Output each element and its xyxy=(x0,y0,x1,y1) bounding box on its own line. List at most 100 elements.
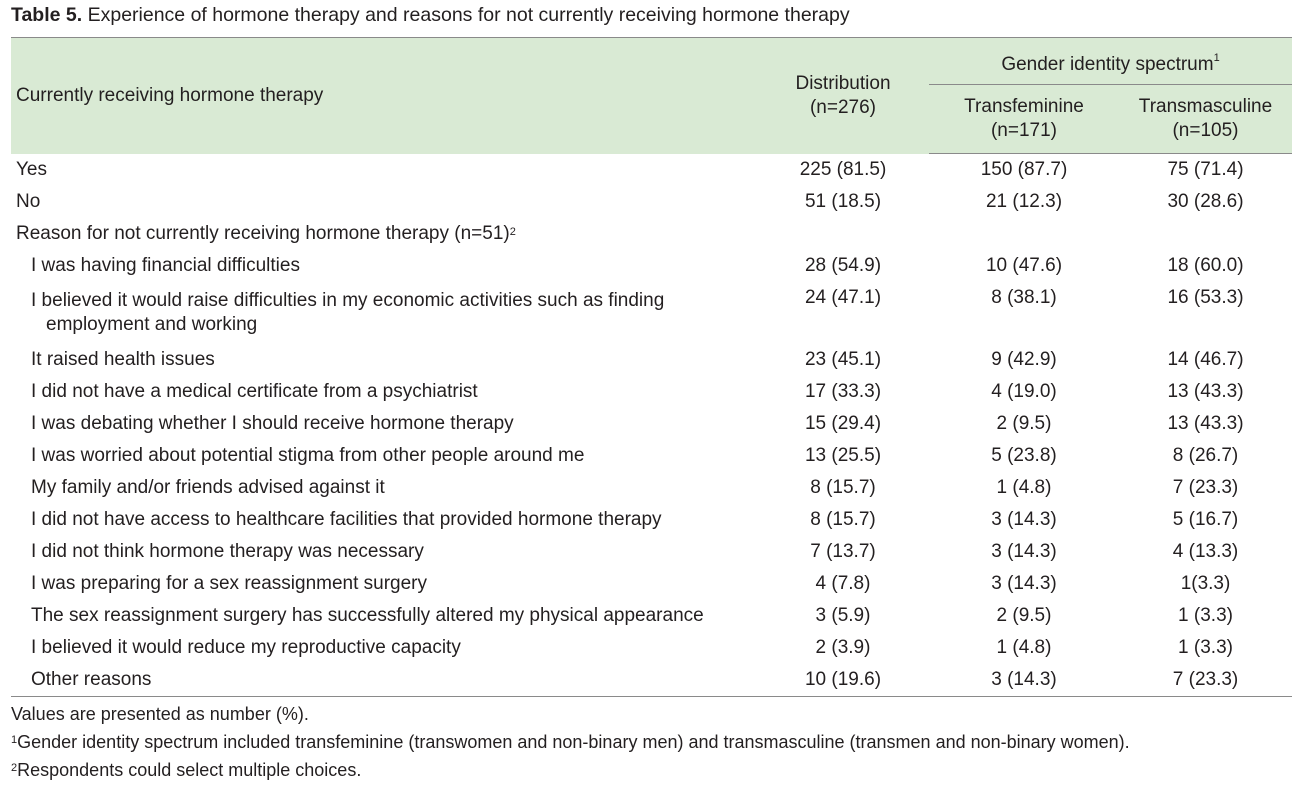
reason-label: I was preparing for a sex reassignment s… xyxy=(31,573,428,594)
cell-transfeminine: 3 (14.3) xyxy=(929,664,1119,697)
cell-transmasculine: 8 (26.7) xyxy=(1172,445,1239,466)
table-row: I was having financial difficulties 28 (… xyxy=(11,250,1292,282)
reason-label: I was worried about potential stigma fro… xyxy=(31,445,585,466)
cell-transfeminine: 3 (14.3) xyxy=(991,541,1057,562)
cell-distribution: 225 (81.5) xyxy=(799,158,887,180)
reason-label: I believed it would reduce my reproducti… xyxy=(31,637,461,658)
cell-transmasculine: 1 (3.3) xyxy=(1178,605,1233,626)
header-transfeminine: Transfeminine (n=171) xyxy=(929,84,1119,154)
cell-distribution: 17 (33.3) xyxy=(804,381,882,402)
section-row: Reason for not currently receiving hormo… xyxy=(11,218,1292,250)
table-row: My family and/or friends advised against… xyxy=(11,472,1292,504)
cell-distribution: 4 (7.8) xyxy=(815,573,871,594)
cell-distribution: 10 (19.6) xyxy=(757,664,929,697)
cell-transfeminine: 1 (4.8) xyxy=(996,637,1052,658)
table-row: I was preparing for a sex reassignment s… xyxy=(11,568,1292,600)
cell-transmasculine: 5 (16.7) xyxy=(1172,509,1239,530)
header-transmasculine-line2: (n=105) xyxy=(1172,120,1239,141)
table-title-label: Table 5. xyxy=(11,4,83,26)
cell-transfeminine: 3 (14.3) xyxy=(991,573,1057,594)
row-label: No xyxy=(16,191,41,212)
table-row: I was debating whether I should receive … xyxy=(11,408,1292,440)
header-distribution-line2: (n=276) xyxy=(809,96,877,118)
cell-transmasculine: 30 (28.6) xyxy=(1167,191,1244,212)
cell-transmasculine: 75 (71.4) xyxy=(1167,159,1244,180)
cell-transfeminine: 2 (9.5) xyxy=(996,605,1052,626)
reason-label: My family and/or friends advised against… xyxy=(31,477,385,498)
table-footnotes: Values are presented as number (%). 1Gen… xyxy=(11,700,1130,784)
footnote-2-mark: 2 xyxy=(11,762,18,774)
table-row: I did not think hormone therapy was nece… xyxy=(11,536,1292,568)
cell-distribution: 2 (3.9) xyxy=(815,637,871,658)
cell-transmasculine: 18 (60.0) xyxy=(1167,255,1244,276)
reason-label: The sex reassignment surgery has success… xyxy=(31,605,704,626)
cell-transfeminine: 5 (23.8) xyxy=(991,445,1057,466)
cell-transfeminine: 2 (9.5) xyxy=(996,413,1052,434)
cell-distribution: 13 (25.5) xyxy=(804,445,882,466)
note-values: Values are presented as number (%). xyxy=(11,704,309,724)
reason-label-line1: I believed it would raise difficulties i… xyxy=(31,290,665,311)
cell-transfeminine: 150 (87.7) xyxy=(980,159,1068,180)
cell-transfeminine: 4 (19.0) xyxy=(991,381,1057,402)
footnote-2-text: Respondents could select multiple choice… xyxy=(17,760,362,780)
row-label: Yes xyxy=(16,158,47,180)
footnote-1: 1Gender identity spectrum included trans… xyxy=(11,728,1130,756)
table-title-text: Experience of hormone therapy and reason… xyxy=(82,4,850,26)
table-row: Yes 225 (81.5) 150 (87.7) 75 (71.4) xyxy=(11,154,1292,187)
footnote-2: 2Respondents could select multiple choic… xyxy=(11,756,1130,784)
footnote-1-text: Gender identity spectrum included transf… xyxy=(17,732,1130,752)
header-distribution-line1: Distribution xyxy=(795,72,891,94)
table-row: I did not have access to healthcare faci… xyxy=(11,504,1292,536)
footnote-1-mark: 1 xyxy=(11,734,18,746)
table-row: The sex reassignment surgery has success… xyxy=(11,600,1292,632)
cell-distribution: 3 (5.9) xyxy=(815,605,871,626)
cell-distribution: 23 (45.1) xyxy=(804,349,882,370)
header-spectrum: Gender identity spectrum1 xyxy=(929,37,1293,85)
cell-transmasculine: 1 (3.3) xyxy=(1178,637,1233,658)
reason-label: I believed it would raise difficulties i… xyxy=(11,282,757,344)
cell-distribution: 8 (15.7) xyxy=(810,477,876,498)
reason-label-line2: employment and working xyxy=(46,314,258,335)
cell-transmasculine: 4 (13.3) xyxy=(1172,541,1239,562)
reason-label: It raised health issues xyxy=(31,349,215,370)
header-transfeminine-line1: Transfeminine xyxy=(964,96,1084,117)
cell-distribution: 15 (29.4) xyxy=(804,413,882,434)
cell-transfeminine: 9 (42.9) xyxy=(991,349,1057,370)
table-row: I believed it would reduce my reproducti… xyxy=(11,632,1292,664)
hormone-therapy-table: Currently receiving hormone therapy Dist… xyxy=(11,37,1293,697)
reason-label: I did not have a medical certificate fro… xyxy=(31,381,478,402)
cell-distribution: 28 (54.9) xyxy=(804,255,882,276)
cell-transmasculine: 1(3.3) xyxy=(1180,573,1231,594)
table-container: Currently receiving hormone therapy Dist… xyxy=(11,37,1293,697)
cell-transfeminine: 8 (38.1) xyxy=(991,287,1057,308)
cell-transfeminine: 3 (14.3) xyxy=(991,509,1057,530)
reason-label: I was having financial difficulties xyxy=(31,255,300,276)
header-transmasculine: Transmasculine (n=105) xyxy=(1119,84,1293,154)
cell-transfeminine: 1 (4.8) xyxy=(996,477,1052,498)
cell-distribution: 7 (13.7) xyxy=(810,541,876,562)
reason-label: I did not think hormone therapy was nece… xyxy=(31,541,424,562)
table-row: I was worried about potential stigma fro… xyxy=(11,440,1292,472)
cell-transmasculine: 16 (53.3) xyxy=(1167,287,1244,308)
reason-label: Other reasons xyxy=(11,664,757,697)
reason-label: I did not have access to healthcare faci… xyxy=(31,509,662,530)
table-row: Other reasons 10 (19.6) 3 (14.3) 7 (23.3… xyxy=(11,664,1293,697)
table-row: No 51 (18.5) 21 (12.3) 30 (28.6) xyxy=(11,186,1292,218)
cell-distribution: 24 (47.1) xyxy=(804,287,882,308)
header-transmasculine-line1: Transmasculine xyxy=(1138,96,1273,117)
header-transfeminine-line2: (n=171) xyxy=(990,120,1058,141)
table-row: It raised health issues 23 (45.1) 9 (42.… xyxy=(11,344,1292,376)
cell-transfeminine: 10 (47.6) xyxy=(985,255,1063,276)
header-distribution: Distribution (n=276) xyxy=(757,37,929,154)
table-title: Table 5. Experience of hormone therapy a… xyxy=(11,3,1296,27)
section-label-text: Reason for not currently receiving hormo… xyxy=(16,223,510,244)
cell-transmasculine: 13 (43.3) xyxy=(1167,413,1244,434)
cell-distribution: 8 (15.7) xyxy=(810,509,876,530)
section-footnote-mark: 2 xyxy=(509,226,516,238)
cell-distribution: 51 (18.5) xyxy=(804,191,882,212)
cell-transmasculine: 14 (46.7) xyxy=(1167,349,1244,370)
cell-transfeminine: 21 (12.3) xyxy=(985,191,1063,212)
header-spectrum-label: Gender identity spectrum xyxy=(1001,54,1214,75)
cell-transmasculine: 13 (43.3) xyxy=(1167,381,1244,402)
table-row: I did not have a medical certificate fro… xyxy=(11,376,1292,408)
